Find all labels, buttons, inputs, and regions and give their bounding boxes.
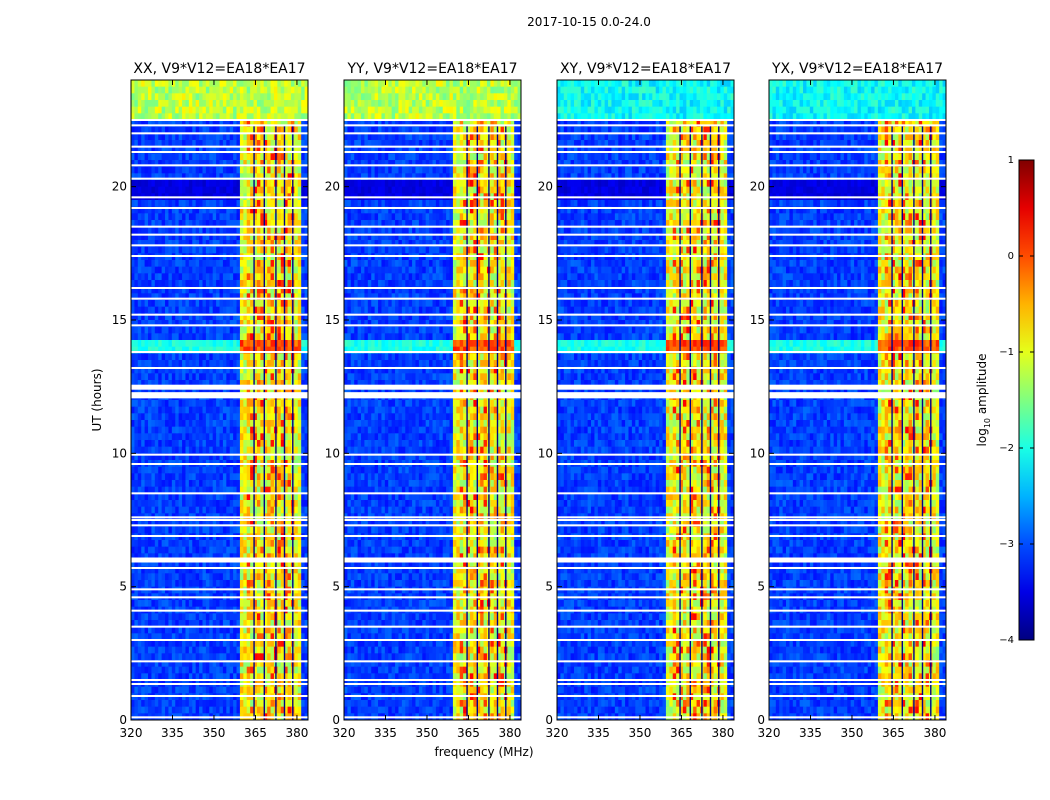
x-tick-label: 380 [923, 726, 946, 740]
y-tick-label: 10 [750, 446, 765, 460]
x-tick-label: 350 [203, 726, 226, 740]
x-tick-label: 380 [285, 726, 308, 740]
x-tick-label: 320 [546, 726, 569, 740]
x-tick-label: 365 [670, 726, 693, 740]
panel-yx: YX, V9*V12=EA18*EA17 320 335 350 365 380 0 5 10 1… [750, 61, 947, 740]
x-tick-label: 380 [711, 726, 734, 740]
x-tick-label: 350 [841, 726, 864, 740]
y-tick-label: 5 [757, 580, 765, 594]
y-axis-label: UT (hours) [90, 368, 104, 431]
x-tick-label: 350 [629, 726, 652, 740]
y-tick-label: 15 [538, 313, 553, 327]
colorbar-tick-label: −4 [999, 635, 1014, 646]
figure-suptitle: 2017-10-15 0.0-24.0 [527, 15, 651, 29]
y-tick-label: 10 [538, 446, 553, 460]
x-tick-label: 320 [120, 726, 143, 740]
y-tick-label: 5 [545, 580, 553, 594]
panel-xy: XY, V9*V12=EA18*EA17 320 335 350 365 380 0 5 10 1… [538, 61, 735, 740]
x-tick-label: 365 [457, 726, 480, 740]
y-tick-label: 20 [112, 180, 127, 194]
y-tick-label: 10 [112, 446, 127, 460]
y-tick-label: 10 [325, 446, 340, 460]
y-tick-label: 15 [750, 313, 765, 327]
panel-title: XX, V9*V12=EA18*EA17 [133, 61, 305, 77]
y-tick-label: 5 [332, 580, 340, 594]
y-tick-label: 20 [325, 180, 340, 194]
colorbar-gradient [1018, 159, 1035, 641]
y-tick-label: 0 [545, 713, 553, 727]
y-tick-label: 15 [325, 313, 340, 327]
panel-yy: YY, V9*V12=EA18*EA17 320 335 350 365 380 0 5 10 1… [325, 61, 522, 740]
x-tick-label: 365 [882, 726, 905, 740]
y-tick-label: 20 [750, 180, 765, 194]
x-tick-label: 335 [587, 726, 610, 740]
y-tick-label: 0 [757, 713, 765, 727]
y-tick-label: 15 [112, 313, 127, 327]
x-tick-label: 365 [244, 726, 267, 740]
y-tick-label: 5 [119, 580, 127, 594]
colorbar-tick-label: −2 [999, 443, 1014, 454]
colorbar-tick-label: −3 [999, 539, 1014, 550]
x-tick-label: 335 [374, 726, 397, 740]
colorbar: 1 0 −1 −2 −3 −4 [999, 155, 1035, 646]
x-axis-label: frequency (MHz) [434, 745, 533, 759]
x-tick-label: 320 [758, 726, 781, 740]
panel-title: YX, V9*V12=EA18*EA17 [771, 61, 943, 77]
x-tick-label: 320 [333, 726, 356, 740]
y-tick-label: 20 [538, 180, 553, 194]
x-tick-label: 350 [416, 726, 439, 740]
colorbar-label: log10 amplitude [975, 354, 992, 447]
y-tick-label: 0 [119, 713, 127, 727]
x-tick-label: 380 [498, 726, 521, 740]
panel-xx: XX, V9*V12=EA18*EA17 320 335 350 365 380 0 5 10 1… [112, 61, 309, 740]
x-tick-label: 335 [161, 726, 184, 740]
y-tick-label: 0 [332, 713, 340, 727]
panels: XX, V9*V12=EA18*EA17 320 335 350 365 380 0 5 10 1… [112, 61, 947, 740]
colorbar-tick-label: 0 [1008, 251, 1014, 262]
colorbar-tick-label: −1 [999, 347, 1014, 358]
x-tick-label: 335 [799, 726, 822, 740]
panel-title: YY, V9*V12=EA18*EA17 [346, 61, 517, 77]
colorbar-tick-label: 1 [1008, 155, 1014, 166]
panel-title: XY, V9*V12=EA18*EA17 [560, 61, 731, 77]
